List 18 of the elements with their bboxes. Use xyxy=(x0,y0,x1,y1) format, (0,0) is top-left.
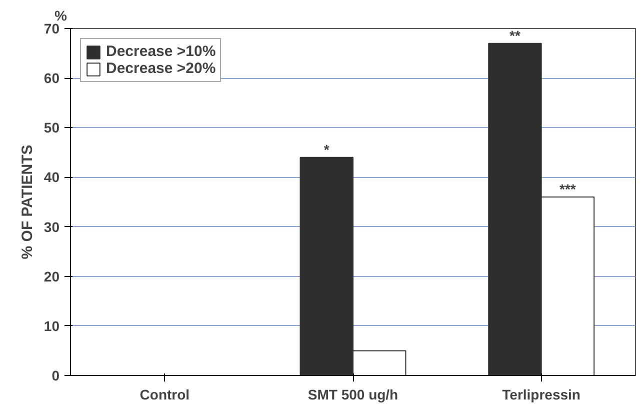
x-tick-label: Control xyxy=(140,386,190,402)
y-tick-label: 30 xyxy=(44,218,60,235)
y-tick-label: 50 xyxy=(44,120,60,136)
y-tick-label: 20 xyxy=(44,268,60,284)
y-tick-label: 40 xyxy=(44,169,60,186)
y-tick-label: 60 xyxy=(44,70,60,86)
annotation: * xyxy=(324,141,330,158)
legend-label: Decrease >20% xyxy=(106,60,216,77)
y-tick-label: 10 xyxy=(44,318,60,334)
annotation: ** xyxy=(510,27,521,44)
x-tick-label: Terlipressin xyxy=(502,386,580,402)
annotation: *** xyxy=(560,181,576,198)
legend-label: Decrease >10% xyxy=(106,43,216,60)
y-axis-title: % OF PATIENTS xyxy=(18,144,36,260)
y-tick-label: 0 xyxy=(52,368,60,384)
text: % xyxy=(54,8,68,24)
x-tick-label: SMT 500 ug/h xyxy=(308,386,398,402)
y-tick-label: 70 xyxy=(44,20,60,36)
